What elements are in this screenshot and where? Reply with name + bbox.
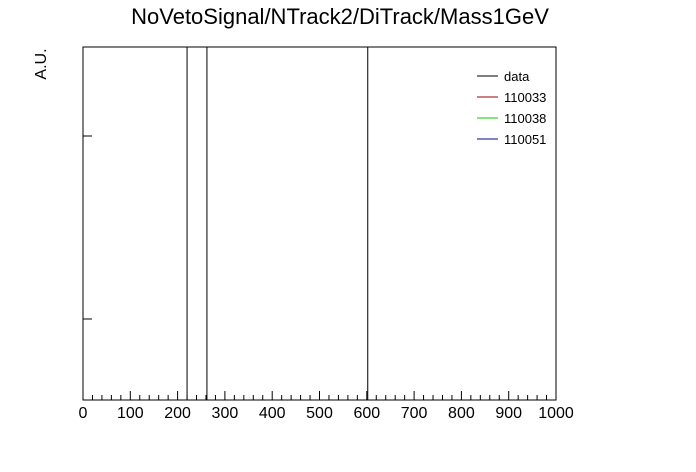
x-tick-label: 600 [353, 405, 380, 422]
x-tick-label: 1000 [538, 405, 574, 422]
legend-label: data [504, 69, 530, 84]
y-axis-label: A.U. [33, 48, 50, 79]
legend: data 110033 110038 110051 [477, 69, 546, 147]
chart-title: NoVetoSignal/NTrack2/DiTrack/Mass1GeV [131, 4, 549, 29]
x-tick-label: 100 [117, 405, 144, 422]
plot-frame [82, 46, 557, 401]
x-tick-label: 0 [79, 405, 88, 422]
data-spikes [186, 47, 369, 400]
y-axis-ticks [83, 135, 92, 320]
x-tick-label: 400 [259, 405, 286, 422]
x-axis-ticks [82, 391, 557, 400]
x-tick-label: 500 [306, 405, 333, 422]
x-axis-tick-labels: 0 100 200 300 400 500 600 700 800 900 1000 [79, 405, 574, 422]
x-tick-label: 900 [495, 405, 522, 422]
x-tick-label: 300 [212, 405, 239, 422]
legend-label: 110051 [504, 132, 546, 147]
legend-label: 110033 [504, 90, 546, 105]
legend-label: 110038 [504, 111, 546, 126]
x-tick-label: 800 [448, 405, 475, 422]
x-tick-label: 700 [401, 405, 428, 422]
x-tick-label: 200 [164, 405, 191, 422]
